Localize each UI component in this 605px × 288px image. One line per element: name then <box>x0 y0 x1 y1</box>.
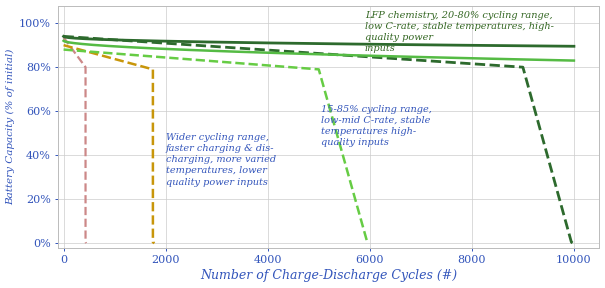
Text: LFP chemistry, 20-80% cycling range,
low C-rate, stable temperatures, high-
qual: LFP chemistry, 20-80% cycling range, low… <box>365 11 554 53</box>
Y-axis label: Battery Capacity (% of initial): Battery Capacity (% of initial) <box>5 48 15 205</box>
Text: Wider cycling range,
faster charging & dis-
charging, more varied
temperatures, : Wider cycling range, faster charging & d… <box>166 133 276 187</box>
Text: 15-85% cycling range,
low-mid C-rate, stable
temperatures high-
quality inputs: 15-85% cycling range, low-mid C-rate, st… <box>321 105 432 147</box>
X-axis label: Number of Charge-Discharge Cycles (#): Number of Charge-Discharge Cycles (#) <box>200 270 457 283</box>
